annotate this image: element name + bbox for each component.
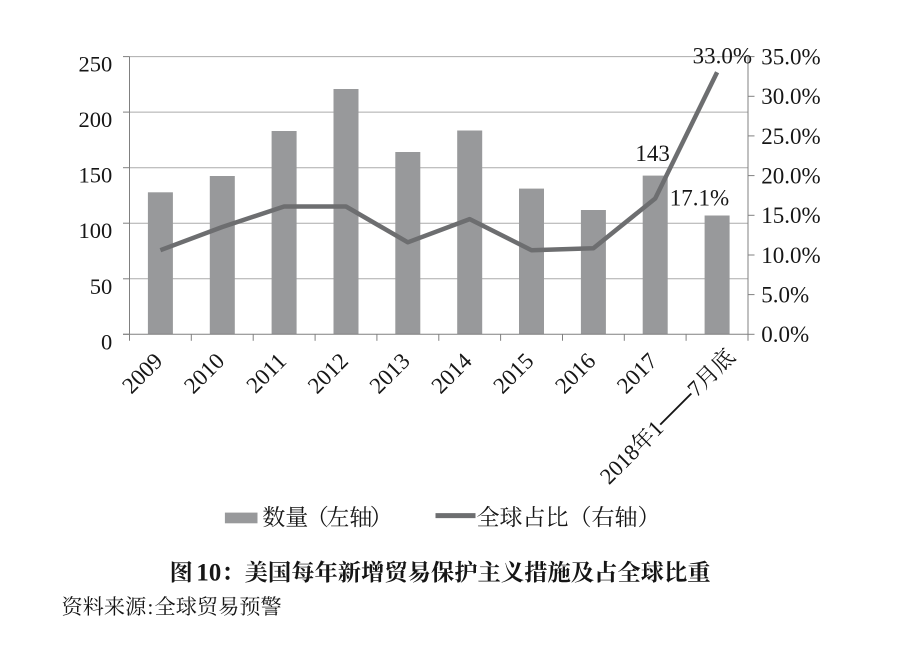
svg-text:143: 143 <box>635 141 670 166</box>
svg-text:0.0%: 0.0% <box>761 322 809 347</box>
svg-text:250: 250 <box>78 52 112 77</box>
svg-text:50: 50 <box>90 274 113 299</box>
svg-text:5.0%: 5.0% <box>761 283 809 308</box>
svg-text:25.0%: 25.0% <box>761 124 820 149</box>
svg-text:15.0%: 15.0% <box>761 203 820 228</box>
svg-text:35.0%: 35.0% <box>761 45 820 70</box>
svg-text:20.0%: 20.0% <box>761 164 820 189</box>
svg-text:100: 100 <box>78 218 112 243</box>
svg-text:150: 150 <box>78 163 112 188</box>
svg-text:30.0%: 30.0% <box>761 84 820 109</box>
svg-text:17.1%: 17.1% <box>670 186 729 211</box>
svg-text:0: 0 <box>101 329 112 354</box>
svg-text:33.0%: 33.0% <box>693 43 752 68</box>
svg-text:10.0%: 10.0% <box>761 243 820 268</box>
svg-text:200: 200 <box>78 107 112 132</box>
